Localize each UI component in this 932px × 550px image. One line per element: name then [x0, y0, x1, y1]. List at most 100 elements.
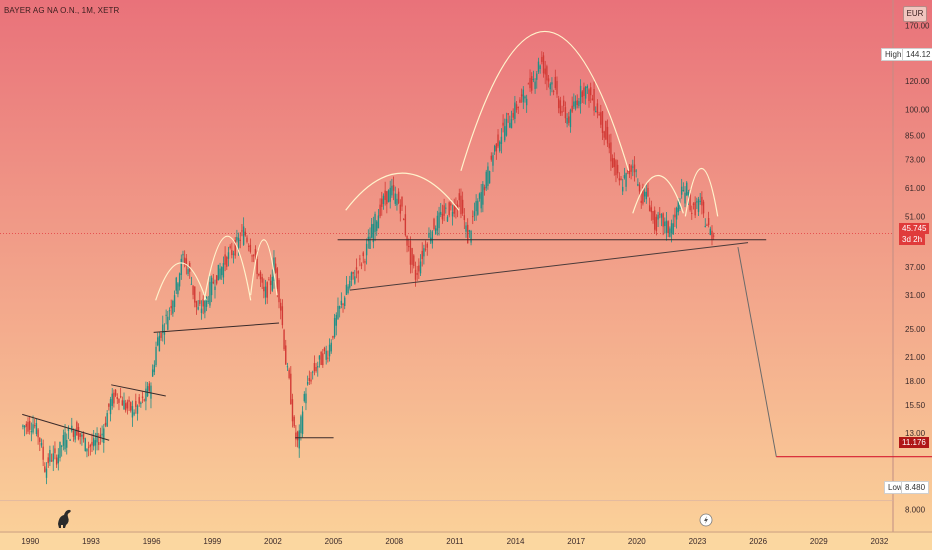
candle-body	[381, 198, 383, 207]
candle	[468, 229, 471, 238]
candle	[556, 76, 558, 98]
candle-body	[249, 244, 252, 252]
candle	[49, 445, 51, 466]
currency-button[interactable]: EUR	[903, 6, 927, 22]
candle	[195, 300, 198, 315]
candle-body	[633, 164, 636, 173]
candle	[55, 454, 58, 468]
candle	[573, 93, 575, 110]
candle	[620, 175, 622, 181]
candle	[384, 181, 386, 206]
candle	[539, 64, 541, 74]
candle-body	[643, 191, 646, 197]
candle	[664, 217, 666, 234]
candle	[517, 106, 519, 114]
candle	[264, 279, 267, 305]
candle	[613, 152, 615, 176]
candle-body	[657, 214, 659, 220]
candle	[633, 156, 636, 182]
candle	[131, 400, 134, 427]
candle	[606, 119, 609, 147]
candle	[552, 89, 555, 96]
candle-body	[114, 389, 117, 396]
candle-body	[424, 248, 427, 250]
candle	[79, 433, 81, 445]
candle-body	[699, 200, 701, 202]
candle	[140, 401, 142, 408]
candle	[39, 437, 41, 452]
candle	[271, 269, 273, 293]
candle	[323, 346, 326, 355]
candle-body	[333, 318, 336, 338]
candle-body	[686, 182, 688, 196]
candle	[160, 332, 162, 341]
candle-body	[57, 454, 60, 464]
current-price-tag: 45.745	[899, 223, 930, 234]
candle-body	[253, 254, 255, 257]
candle-body	[192, 285, 194, 295]
candle	[136, 404, 139, 421]
candle	[109, 396, 112, 422]
pattern-arc	[632, 174, 684, 214]
candle-body	[596, 103, 599, 114]
candle	[276, 266, 279, 298]
candle-body	[237, 237, 240, 248]
candle	[133, 409, 135, 417]
candle-body	[411, 248, 413, 265]
candle	[66, 433, 68, 455]
candle-body	[172, 300, 174, 314]
candle-body	[392, 185, 395, 191]
candle-body	[704, 225, 706, 228]
candle	[35, 418, 38, 437]
candle-body	[500, 136, 503, 144]
candle	[229, 244, 231, 250]
candle-body	[357, 271, 359, 274]
candle	[428, 227, 430, 239]
candle	[640, 193, 642, 209]
candle-body	[140, 402, 142, 405]
candle	[684, 186, 686, 208]
candle-body	[389, 187, 391, 202]
candle-body	[456, 204, 459, 210]
candle	[495, 143, 498, 160]
candle	[584, 85, 587, 105]
candle	[146, 381, 149, 398]
candle-body	[315, 366, 317, 372]
candle-body	[30, 431, 33, 433]
x-tick-label: 2014	[507, 537, 525, 546]
candle	[670, 219, 673, 243]
candle-body	[103, 428, 105, 444]
candle-body	[652, 211, 654, 220]
candle	[692, 202, 695, 210]
candle	[709, 226, 711, 236]
candle	[600, 104, 602, 129]
candle	[446, 215, 449, 222]
candle	[397, 188, 400, 205]
candle	[389, 180, 391, 209]
candle-body	[445, 207, 447, 209]
candle-body	[377, 215, 380, 229]
candle	[647, 182, 649, 198]
x-tick-label: 2017	[567, 537, 585, 546]
candle	[312, 370, 314, 380]
trendline	[22, 413, 110, 441]
candle-body	[291, 399, 294, 422]
candle	[239, 232, 241, 249]
candle-body	[662, 213, 664, 227]
candle	[54, 441, 56, 460]
candle-body	[416, 273, 418, 275]
candle	[487, 162, 489, 190]
candle-body	[630, 165, 632, 172]
candle-body	[101, 433, 103, 436]
candle	[627, 170, 629, 175]
candle-body	[204, 298, 206, 313]
candle	[480, 183, 482, 213]
candle	[524, 95, 526, 103]
candle	[200, 300, 203, 320]
candle	[507, 112, 509, 123]
candle-body	[23, 425, 26, 428]
candle	[682, 182, 685, 192]
candle	[706, 223, 708, 226]
candle	[490, 152, 492, 162]
